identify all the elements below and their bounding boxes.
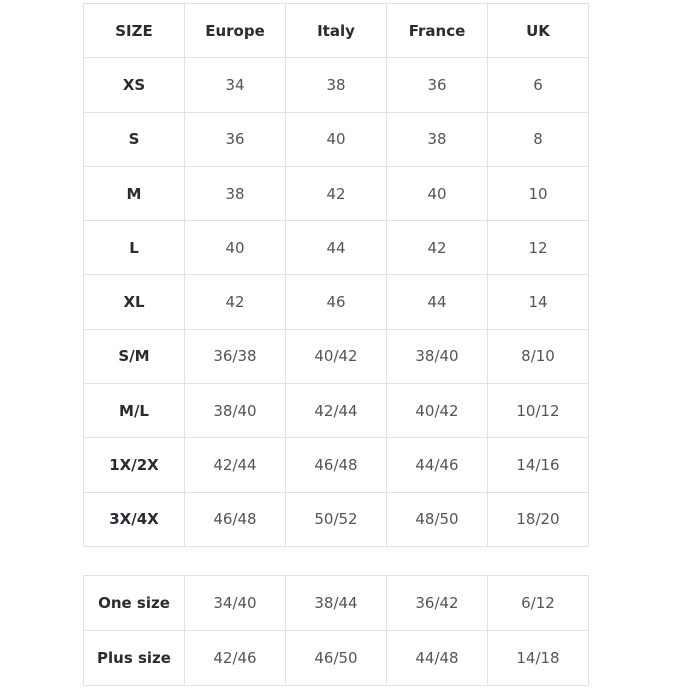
size-value-cell: 8/10 (487, 328, 589, 385)
size-value-cell: 38 (184, 165, 286, 222)
size-value-cell: 14/18 (487, 630, 589, 686)
size-label-cell: XS (83, 57, 185, 113)
size-value-cell: 50/52 (285, 491, 387, 547)
size-value-cell: 10 (487, 165, 589, 222)
column-header: Italy (285, 2, 387, 59)
size-value-cell: 46 (285, 274, 387, 330)
size-value-cell: 42 (184, 274, 286, 330)
size-value-cell: 38 (386, 111, 488, 167)
size-value-cell: 46/48 (285, 437, 387, 493)
size-value-cell: 14 (487, 274, 589, 330)
size-value-cell: 40 (184, 220, 286, 276)
column-header: France (386, 2, 488, 59)
table-row: 3X/4X 46/48 50/52 48/50 18/20 (83, 491, 589, 547)
header-row: SIZE Europe Italy France UK (83, 2, 589, 59)
size-label-cell: L (83, 220, 185, 276)
column-header: UK (487, 2, 589, 59)
size-value-cell: 42/44 (184, 437, 286, 493)
size-value-cell: 34/40 (184, 575, 286, 631)
size-value-cell: 38/40 (386, 328, 488, 385)
table-row: 1X/2X 42/44 46/48 44/46 14/16 (83, 437, 589, 493)
size-value-cell: 46/48 (184, 491, 286, 547)
size-value-cell: 36 (386, 57, 488, 113)
size-label-cell: XL (83, 274, 185, 330)
size-label-cell: One size (83, 575, 185, 631)
size-value-cell: 38/44 (285, 575, 387, 631)
size-value-cell: 46/50 (285, 630, 387, 686)
table-row: XL 42 46 44 14 (83, 274, 589, 330)
size-value-cell: 44 (285, 220, 387, 276)
size-value-cell: 42 (285, 165, 387, 222)
size-value-cell: 8 (487, 111, 589, 167)
size-value-cell: 40 (285, 111, 387, 167)
table-row: Plus size 42/46 46/50 44/48 14/18 (83, 630, 589, 686)
size-label-cell: S (83, 111, 185, 167)
size-value-cell: 36/42 (386, 575, 488, 631)
size-value-cell: 44 (386, 274, 488, 330)
table-row: L 40 44 42 12 (83, 220, 589, 276)
size-value-cell: 14/16 (487, 437, 589, 493)
size-value-cell: 42/44 (285, 383, 387, 439)
size-value-cell: 6 (487, 57, 589, 113)
size-value-cell: 18/20 (487, 491, 589, 547)
size-value-cell: 44/46 (386, 437, 488, 493)
size-value-cell: 6/12 (487, 575, 589, 631)
size-label-cell: 3X/4X (83, 491, 185, 547)
size-value-cell: 12 (487, 220, 589, 276)
size-label-cell: S/M (83, 328, 185, 385)
extra-size-table: One size 34/40 38/44 36/42 6/12 Plus size 42/4… (83, 575, 589, 686)
size-label-cell: M (83, 165, 185, 222)
table-row: M/L 38/40 42/44 40/42 10/12 (83, 383, 589, 439)
size-chart-table: SIZE Europe Italy France UK XS 34 38 36 6 S 36 40 38… (83, 2, 589, 547)
size-value-cell: 36 (184, 111, 286, 167)
size-value-cell: 48/50 (386, 491, 488, 547)
size-label-cell: 1X/2X (83, 437, 185, 493)
size-label-cell: Plus size (83, 630, 185, 686)
size-value-cell: 42/46 (184, 630, 286, 686)
size-value-cell: 10/12 (487, 383, 589, 439)
size-value-cell: 34 (184, 57, 286, 113)
size-value-cell: 40/42 (285, 328, 387, 385)
size-value-cell: 38/40 (184, 383, 286, 439)
table-row: XS 34 38 36 6 (83, 57, 589, 113)
table-row: S/M 36/38 40/42 38/40 8/10 (83, 328, 589, 385)
table-row: S 36 40 38 8 (83, 111, 589, 167)
size-label-cell: M/L (83, 383, 185, 439)
size-value-cell: 44/48 (386, 630, 488, 686)
size-value-cell: 40 (386, 165, 488, 222)
size-value-cell: 38 (285, 57, 387, 113)
table-row: One size 34/40 38/44 36/42 6/12 (83, 575, 589, 631)
column-header: SIZE (83, 2, 185, 59)
size-value-cell: 36/38 (184, 328, 286, 385)
size-value-cell: 40/42 (386, 383, 488, 439)
column-header: Europe (184, 2, 286, 59)
table-row: M 38 42 40 10 (83, 165, 589, 222)
size-value-cell: 42 (386, 220, 488, 276)
